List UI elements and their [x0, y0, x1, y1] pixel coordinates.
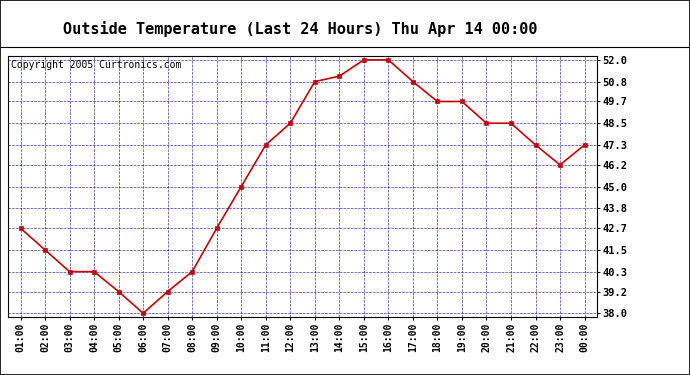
- Text: Outside Temperature (Last 24 Hours) Thu Apr 14 00:00: Outside Temperature (Last 24 Hours) Thu …: [63, 21, 538, 37]
- Text: Copyright 2005 Curtronics.com: Copyright 2005 Curtronics.com: [11, 60, 181, 70]
